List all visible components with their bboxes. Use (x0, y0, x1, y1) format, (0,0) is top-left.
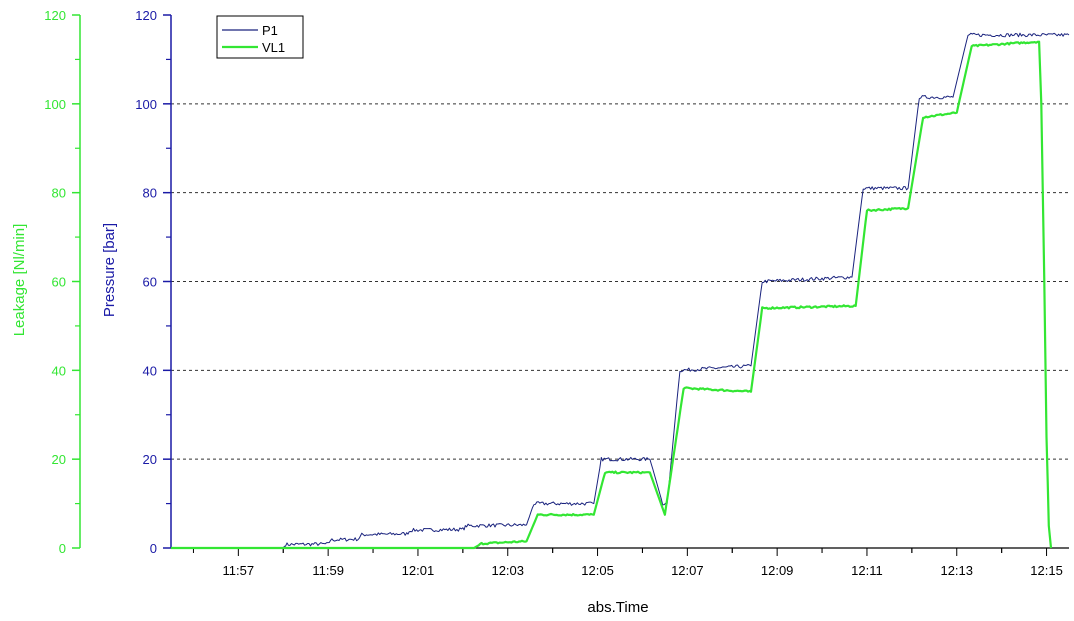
legend: P1 VL1 (216, 15, 304, 59)
pressure-tick-label: 20 (143, 452, 157, 467)
legend-label-vl1: VL1 (262, 40, 285, 55)
pressure-axis-title: Pressure [bar] (101, 223, 118, 317)
time-axis-title: abs.Time (587, 599, 648, 616)
pressure-tick-label: 100 (135, 97, 157, 112)
series-line-vl1 (171, 40, 1053, 550)
leakage-tick-label: 0 (59, 541, 66, 556)
legend-label-p1: P1 (262, 23, 278, 38)
leakage-tick-label: 40 (52, 363, 66, 378)
time-tick-label: 12:15 (1030, 563, 1063, 578)
time-tick-label: 12:07 (671, 563, 704, 578)
pressure-tick-label: 60 (143, 275, 157, 290)
gridlines (171, 103, 1069, 460)
leakage-tick-label: 120 (44, 8, 66, 23)
pressure-tick-label: 0 (150, 541, 157, 556)
time-tick-label: 12:09 (761, 563, 794, 578)
leakage-tick-label: 60 (52, 275, 66, 290)
leakage-tick-label: 80 (52, 186, 66, 201)
time-tick-label: 12:03 (491, 563, 524, 578)
pressure-tick-label: 120 (135, 8, 157, 23)
time-tick-label: 11:57 (223, 563, 255, 578)
time-tick-label: 12:11 (851, 563, 883, 578)
leakage-axis-title: Leakage [Nl/min] (11, 224, 28, 337)
time-tick-label: 12:05 (581, 563, 614, 578)
time-tick-label: 11:59 (312, 563, 344, 578)
leakage-axis: 0 20 40 60 80 100 120 (44, 8, 81, 556)
legend-box (216, 15, 304, 59)
pressure-tick-label: 80 (143, 186, 157, 201)
time-axis: 11:57 11:59 12:01 12:03 12:05 12:07 12:09 12:11… (171, 547, 1069, 578)
series-lines (171, 32, 1070, 550)
time-tick-label: 12:13 (940, 563, 973, 578)
leakage-tick-label: 100 (44, 97, 66, 112)
pressure-axis: 0 20 40 60 80 100 120 (135, 8, 172, 556)
series-line-p1 (171, 32, 1070, 549)
pressure-tick-label: 40 (143, 363, 157, 378)
time-tick-label: 12:01 (402, 563, 435, 578)
leakage-tick-label: 20 (52, 452, 66, 467)
